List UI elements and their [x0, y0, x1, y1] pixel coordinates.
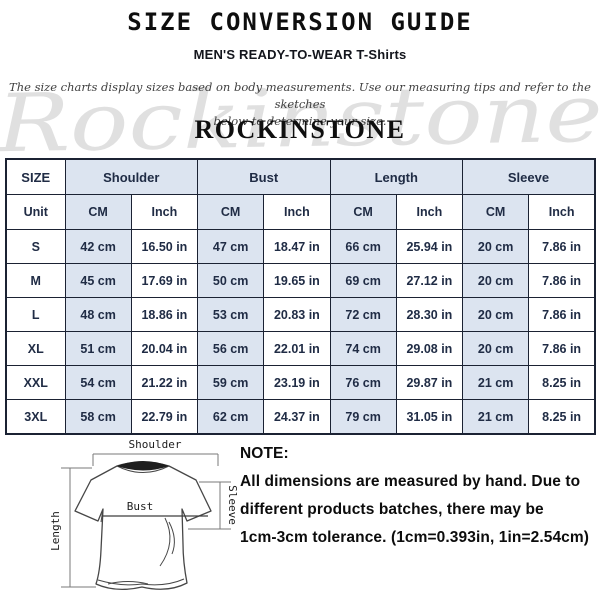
measurement-cell: 54 cm: [64, 365, 132, 400]
size-cell: M: [5, 263, 66, 298]
measurement-cell: 28.30 in: [395, 297, 464, 332]
collar-shape: [117, 461, 169, 471]
measurement-cell: 56 cm: [196, 331, 265, 366]
unit-cell: Inch: [130, 194, 199, 230]
size-cell: L: [5, 297, 66, 332]
measurement-cell: 21.22 in: [130, 365, 199, 400]
unit-cell: CM: [461, 194, 530, 230]
measurement-cell: 20 cm: [461, 297, 530, 332]
table-row: L 48 cm 18.86 in 53 cm 20.83 in 72 cm 28…: [5, 297, 596, 332]
measurement-cell: 20 cm: [461, 263, 530, 298]
unit-cell: Inch: [263, 194, 331, 230]
measurement-cell: 79 cm: [329, 399, 397, 435]
measurement-cell: 22.79 in: [130, 399, 199, 435]
page-title: SIZE CONVERSION GUIDE: [127, 8, 473, 36]
unit-cell: CM: [329, 194, 397, 230]
note-line: All dimensions are measured by hand. Due…: [240, 473, 581, 490]
measurement-cell: 29.87 in: [395, 365, 464, 400]
size-conversion-table: SIZE Shoulder Bust Length Sleeve Unit CM…: [5, 158, 596, 435]
measurement-cell: 8.25 in: [528, 399, 596, 435]
bust-label: Bust: [127, 500, 154, 513]
measurement-cell: 20.04 in: [130, 331, 199, 366]
measurement-cell: 29.08 in: [395, 331, 464, 366]
measurement-cell: 45 cm: [64, 263, 132, 298]
measurement-cell: 24.37 in: [263, 399, 331, 435]
measurement-cell: 76 cm: [329, 365, 397, 400]
brand-name: ROCKINSTONE: [194, 115, 406, 144]
size-cell: XL: [5, 331, 66, 366]
size-cell: XXL: [5, 365, 66, 400]
column-header-length: Length: [329, 158, 463, 195]
measurement-cell: 8.25 in: [528, 365, 596, 400]
measurement-cell: 7.86 in: [528, 297, 596, 332]
measurement-cell: 58 cm: [64, 399, 132, 435]
measurement-cell: 21 cm: [461, 399, 530, 435]
length-label: Length: [49, 511, 62, 551]
unit-cell: CM: [64, 194, 132, 230]
note-line: different products batches, there may be: [240, 501, 544, 518]
measurement-cell: 47 cm: [196, 229, 265, 264]
measurement-cell: 7.86 in: [528, 263, 596, 298]
tshirt-sketch: Shoulder Bust Length Sleeve: [49, 438, 239, 591]
measurement-cell: 27.12 in: [395, 263, 464, 298]
column-header-sleeve: Sleeve: [462, 158, 596, 195]
measurement-cell: 72 cm: [329, 297, 397, 332]
measurement-cell: 42 cm: [64, 229, 132, 264]
measurement-cell: 20.83 in: [263, 297, 331, 332]
measurement-cell: 22.01 in: [263, 331, 331, 366]
measurement-cell: 53 cm: [196, 297, 265, 332]
measurement-cell: 16.50 in: [130, 229, 199, 264]
unit-row: Unit CM Inch CM Inch CM Inch CM Inch: [5, 194, 596, 230]
table-row: M 45 cm 17.69 in 50 cm 19.65 in 69 cm 27…: [5, 263, 596, 298]
note-line: 1cm-3cm tolerance. (1cm=0.393in, 1in=2.5…: [240, 529, 590, 546]
note-heading: NOTE:: [240, 445, 289, 462]
measurement-cell: 21 cm: [461, 365, 530, 400]
sleeve-label: Sleeve: [226, 485, 238, 525]
measurement-cell: 23.19 in: [263, 365, 331, 400]
column-header-shoulder: Shoulder: [64, 158, 198, 195]
measurement-cell: 25.94 in: [395, 229, 464, 264]
measurement-cell: 50 cm: [196, 263, 265, 298]
page-subtitle: MEN'S READY-TO-WEAR T-Shirts: [193, 47, 407, 62]
unit-label-cell: Unit: [5, 194, 66, 230]
note-block: NOTE: All dimensions are measured by han…: [240, 440, 592, 552]
measurement-cell: 18.86 in: [130, 297, 199, 332]
tshirt-diagram: Shoulder Bust Length Sleeve: [48, 434, 239, 601]
table-row: S 42 cm 16.50 in 47 cm 18.47 in 66 cm 25…: [5, 229, 596, 264]
unit-cell: Inch: [528, 194, 596, 230]
table-row: XL 51 cm 20.04 in 56 cm 22.01 in 74 cm 2…: [5, 331, 596, 366]
measurement-cell: 20 cm: [461, 229, 530, 264]
measurement-cell: 66 cm: [329, 229, 397, 264]
measurement-cell: 31.05 in: [395, 399, 464, 435]
shoulder-label: Shoulder: [129, 438, 182, 451]
measurement-cell: 59 cm: [196, 365, 265, 400]
measurement-cell: 7.86 in: [528, 331, 596, 366]
measurement-cell: 18.47 in: [263, 229, 331, 264]
measurement-cell: 51 cm: [64, 331, 132, 366]
measurement-cell: 7.86 in: [528, 229, 596, 264]
measurement-cell: 48 cm: [64, 297, 132, 332]
column-header-bust: Bust: [197, 158, 331, 195]
measurement-cell: 69 cm: [329, 263, 397, 298]
measurement-cell: 20 cm: [461, 331, 530, 366]
column-header-size: SIZE: [5, 158, 66, 195]
measurement-cell: 62 cm: [196, 399, 265, 435]
table-row: XXL 54 cm 21.22 in 59 cm 23.19 in 76 cm …: [5, 365, 596, 400]
measurement-cell: 19.65 in: [263, 263, 331, 298]
description-line: The size charts display sizes based on b…: [9, 80, 591, 111]
measurement-cell: 74 cm: [329, 331, 397, 366]
size-cell: S: [5, 229, 66, 264]
description-line: below to determine your size.: [213, 114, 387, 128]
unit-cell: CM: [196, 194, 265, 230]
table-header-row: SIZE Shoulder Bust Length Sleeve: [5, 158, 596, 195]
description-text: The size charts display sizes based on b…: [0, 79, 600, 130]
size-cell: 3XL: [5, 399, 66, 435]
table-row: 3XL 58 cm 22.79 in 62 cm 24.37 in 79 cm …: [5, 399, 596, 435]
measurement-cell: 17.69 in: [130, 263, 199, 298]
unit-cell: Inch: [395, 194, 464, 230]
